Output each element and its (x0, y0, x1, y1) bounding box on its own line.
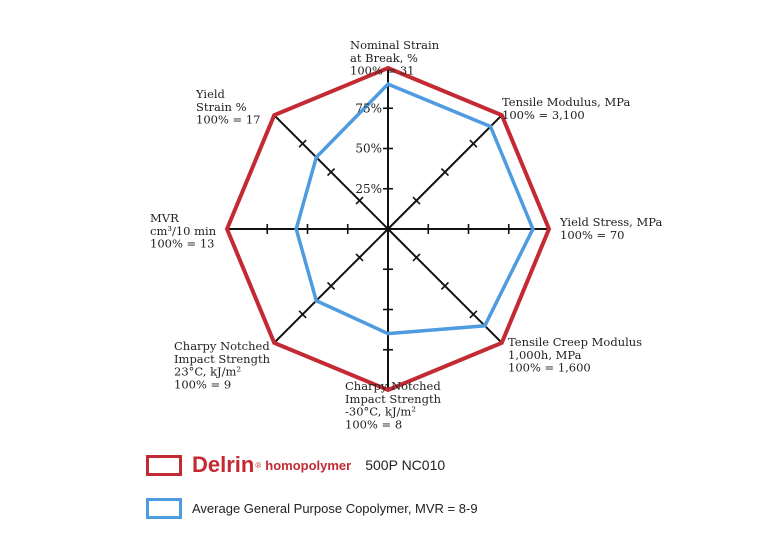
axis-label-0: Nominal Strain at Break, % 100% = 31 (350, 38, 440, 78)
legend-brand-name: Delrin (192, 452, 255, 477)
legend-swatch-copolymer (146, 498, 182, 519)
axis-label-5-line-3: 100% = 9 (174, 377, 231, 391)
axis-label-6: MVR cm³/10 min 100% = 13 (150, 211, 217, 251)
tick-label-2: 75% (355, 101, 382, 115)
axis-label-4-line-3: 100% = 8 (345, 417, 402, 431)
axis-label-6-line-1: cm³/10 min (150, 224, 217, 238)
axis-label-2-line-0: Yield Stress, MPa (559, 215, 662, 229)
axis-label-6-line-2: 100% = 13 (150, 237, 214, 251)
legend-item-delrin: Delrin ® homopolymer 500P NC010 (146, 452, 445, 478)
axis-label-3-line-2: 100% = 1,600 (508, 361, 591, 375)
axis-labels: Nominal Strain at Break, % 100% = 31 Tensil… (150, 38, 662, 431)
series-polygon-1 (294, 82, 535, 336)
axis-label-1: Tensile Modulus, MPa 100% = 3,100 (502, 95, 630, 122)
axis-label-4-line-2: -30°C, kJ/m² (345, 405, 416, 419)
tick-mark-7-1 (326, 167, 336, 177)
axis-label-0-line-2: 100% = 31 (350, 64, 414, 78)
tick-label-1: 50% (355, 142, 382, 156)
tick-mark-5-2 (298, 310, 307, 319)
axis-label-7-line-0: Yield (195, 87, 226, 101)
axis-label-3-line-0: Tensile Creep Modulus (508, 335, 642, 349)
tick-mark-7-2 (298, 139, 307, 148)
legend-item-copolymer: Average General Purpose Copolymer, MVR =… (146, 498, 478, 519)
legend-copolymer-label: Average General Purpose Copolymer, MVR =… (192, 501, 478, 516)
tick-mark-5-1 (326, 281, 336, 291)
tick-label-0: 25% (355, 182, 382, 196)
tick-mark-5-0 (355, 253, 364, 262)
legend-grade: 500P NC010 (365, 457, 446, 473)
series-polygon-0 (224, 65, 552, 393)
radar-series (224, 65, 552, 393)
axis-label-5-line-1: Impact Strength (174, 352, 271, 366)
axis-label-0-line-1: at Break, % (350, 51, 418, 65)
axis-label-5-line-0: Charpy Notched (174, 339, 270, 353)
axis-label-4: Charpy Notched Impact Strength -30°C, kJ/m… (345, 379, 442, 431)
axis-label-0-line-0: Nominal Strain (350, 38, 440, 52)
axis-label-6-line-0: MVR (150, 211, 179, 225)
axis-label-4-line-1: Impact Strength (345, 392, 442, 406)
axis-label-1-line-1: 100% = 3,100 (502, 108, 585, 122)
radar-ticks: 25% 50% 75% (266, 101, 510, 351)
tick-mark-3-2 (469, 310, 478, 319)
tick-mark-1-1 (440, 167, 450, 177)
axis-label-2-line-1: 100% = 70 (560, 228, 624, 242)
tick-mark-7-0 (355, 196, 364, 205)
axis-label-7: Yield Strain % 100% = 17 (195, 87, 260, 127)
axis-label-3: Tensile Creep Modulus 1,000h, MPa 100% = 1… (508, 335, 642, 375)
tick-mark-3-1 (440, 281, 450, 291)
tick-mark-1-2 (469, 139, 478, 148)
tick-mark-1-0 (412, 196, 421, 205)
axis-label-5: Charpy Notched Impact Strength 23°C, kJ/m²… (174, 339, 271, 391)
axis-label-5-line-2: 23°C, kJ/m² (174, 365, 241, 379)
axis-label-7-line-1: Strain % (196, 100, 247, 114)
tick-mark-3-0 (412, 253, 421, 262)
axis-label-7-line-2: 100% = 17 (196, 113, 260, 127)
axis-label-3-line-1: 1,000h, MPa (508, 348, 582, 362)
legend-swatch-delrin (146, 454, 182, 476)
axis-label-1-line-0: Tensile Modulus, MPa (502, 95, 630, 109)
radar-chart: 25%50%75% Nominal Strain at Break, % 100% … (150, 38, 662, 431)
axis-label-4-line-0: Charpy Notched (345, 379, 441, 393)
axis-label-2: Yield Stress, MPa 100% = 70 (559, 215, 662, 242)
legend-brand-sub: homopolymer (265, 457, 352, 473)
legend-registered-mark: ® (255, 460, 262, 470)
